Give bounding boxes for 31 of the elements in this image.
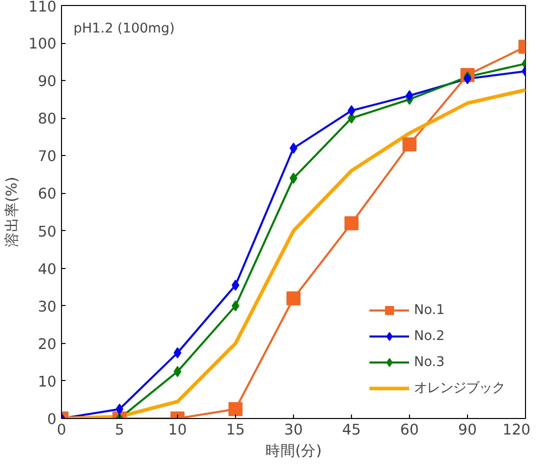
point (228, 402, 242, 416)
y-tick-label: 20 (38, 336, 57, 353)
point (344, 216, 358, 230)
y-tick-label: 40 (38, 260, 57, 278)
legend-label: No.3 (414, 354, 445, 370)
y-tick-label: 50 (38, 223, 57, 240)
y-tick-label: 30 (38, 298, 57, 316)
x-axis-title: 時間(分) (265, 442, 322, 460)
x-tick-label: 10 (168, 422, 187, 438)
x-tick-label: 5 (114, 422, 124, 438)
y-tick-label: 10 (38, 373, 57, 390)
y-tick-label: 80 (38, 110, 57, 128)
x-tick-label: 30 (284, 422, 303, 438)
x-tick-label: 60 (400, 422, 419, 438)
point (286, 291, 300, 306)
y-tick-label: 110 (28, 0, 57, 16)
legend-label: オレンジブック (414, 380, 505, 397)
legend-label: No.1 (414, 302, 445, 318)
x-tick-label: 45 (342, 422, 361, 438)
x-tick-label: 120 (502, 422, 531, 438)
x-tick-label: 90 (458, 422, 477, 438)
annotation: pH1.2 (100mg) (74, 22, 175, 36)
y-axis-title: 溶出率(%) (4, 176, 21, 248)
y-tick-label: 0 (47, 411, 57, 428)
y-tick-label: 70 (38, 148, 57, 166)
x-tick-label: 15 (226, 422, 245, 438)
y-tick-label: 60 (38, 186, 57, 203)
y-tick-label: 100 (28, 36, 57, 53)
legend-label: No.2 (414, 328, 445, 344)
y-tick-label: 90 (38, 73, 57, 90)
point (402, 137, 416, 152)
